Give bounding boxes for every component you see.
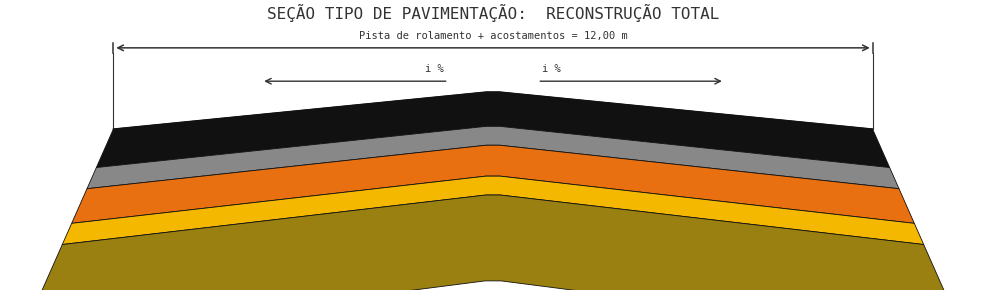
Polygon shape [87,126,899,189]
Polygon shape [20,195,966,290]
Polygon shape [62,176,924,244]
Text: SEÇÃO TIPO DE PAVIMENTAÇÃO:  RECONSTRUÇÃO TOTAL: SEÇÃO TIPO DE PAVIMENTAÇÃO: RECONSTRUÇÃO… [267,4,719,22]
Polygon shape [97,92,889,168]
Text: i %: i % [542,64,561,74]
Polygon shape [72,145,914,223]
Text: Pista de rolamento + acostamentos = 12,00 m: Pista de rolamento + acostamentos = 12,0… [359,31,627,41]
Text: i %: i % [425,64,444,74]
